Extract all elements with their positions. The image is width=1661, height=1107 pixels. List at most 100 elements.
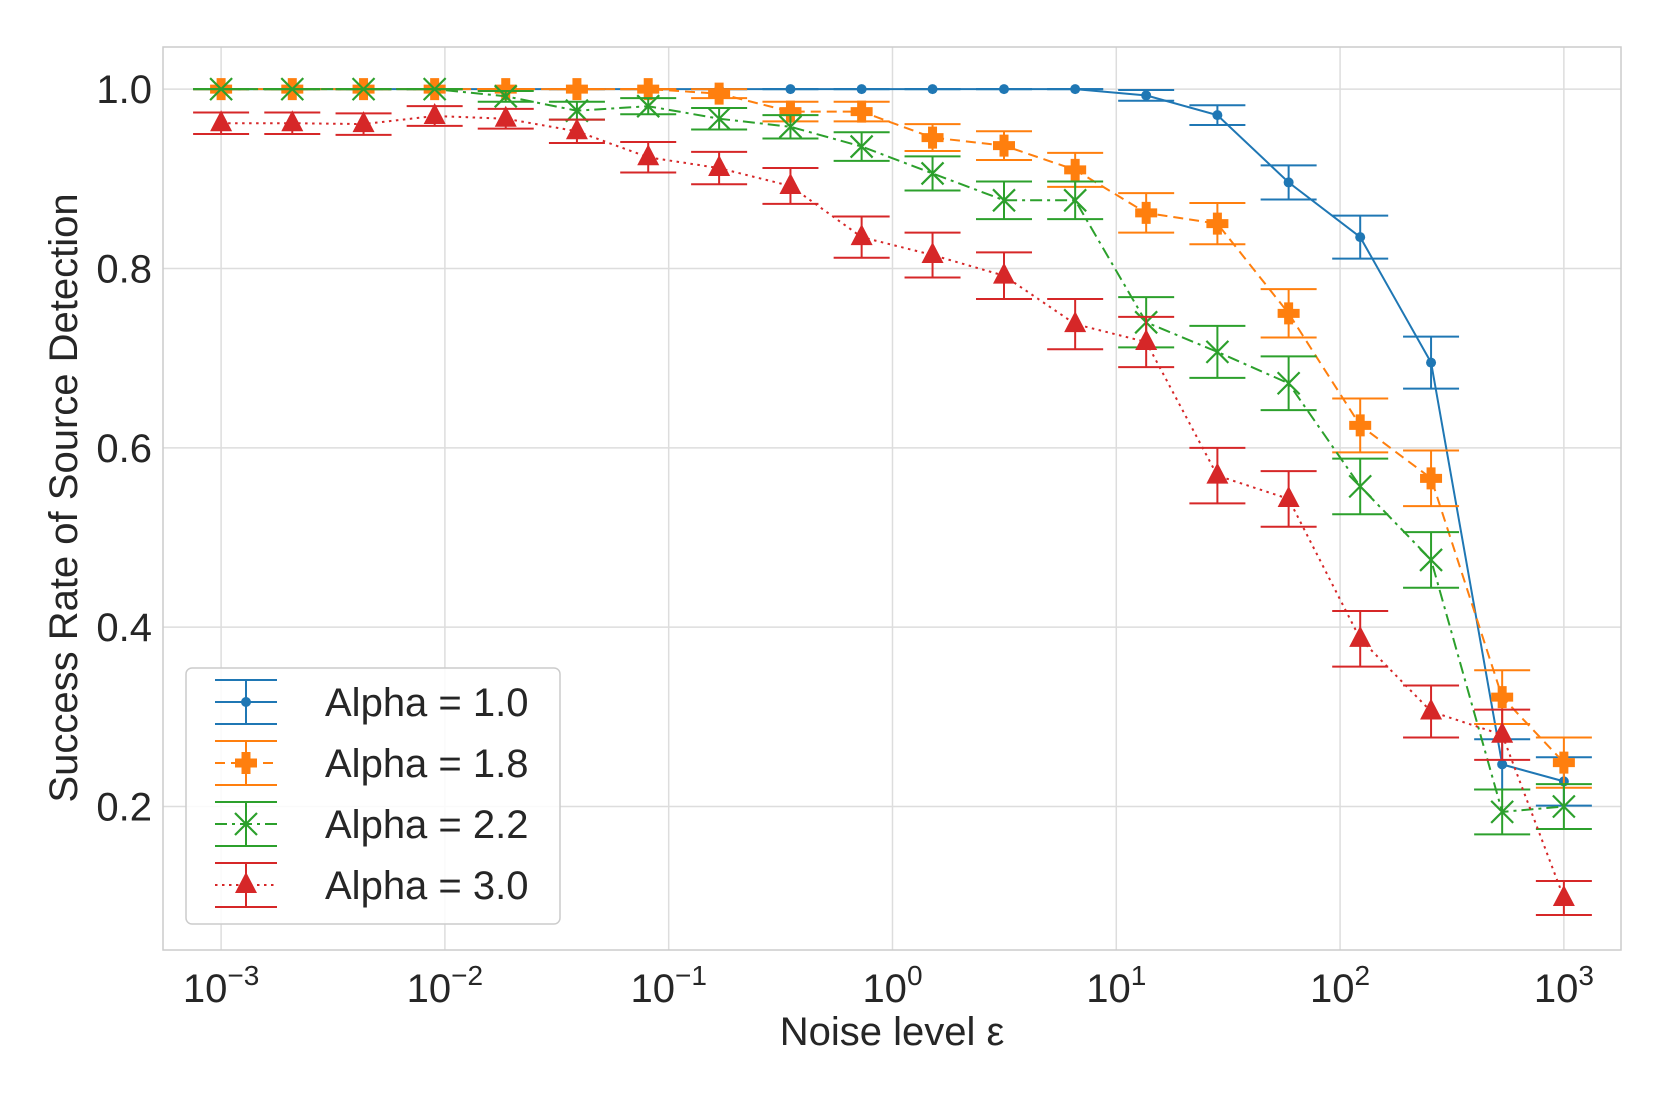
data-point (1141, 90, 1152, 101)
data-point (565, 98, 589, 123)
legend-frame (185, 667, 561, 925)
y-tick-label: 0.2 (96, 786, 152, 830)
data-point (785, 84, 796, 95)
data-point (1552, 794, 1576, 819)
y-tick-label: 0.8 (96, 247, 152, 291)
data-point (1277, 485, 1300, 507)
data-point (422, 77, 447, 101)
data-point (708, 82, 731, 105)
plot-frame (162, 46, 1622, 951)
data-point (999, 84, 1010, 95)
legend-marker (234, 812, 258, 836)
data-point (1355, 232, 1366, 243)
legend-label: Alpha = 3.0 (325, 864, 529, 908)
data-point (1205, 340, 1230, 364)
data-point (1135, 201, 1158, 224)
y-tick-label: 1.0 (96, 68, 152, 112)
x-tick-label: 10−3 (183, 960, 259, 1011)
data-point (565, 78, 588, 101)
data-point (1420, 467, 1443, 490)
x-tick-base: 10 (183, 967, 228, 1011)
x-tick-label: 102 (1310, 960, 1370, 1011)
legend-entry: Alpha = 3.0 (215, 862, 529, 908)
data-point (779, 100, 802, 123)
legend-entry: Alpha = 2.2 (215, 801, 529, 847)
data-point (1276, 371, 1301, 396)
x-tick-base: 10 (862, 967, 907, 1011)
data-point (1348, 474, 1372, 499)
legend-label: Alpha = 1.0 (325, 681, 529, 725)
series-line (221, 114, 1565, 899)
data-point (352, 111, 375, 133)
data-point (779, 172, 802, 194)
data-point (210, 110, 233, 132)
data-point (1277, 302, 1300, 325)
data-point (494, 78, 517, 101)
legend-entry: Alpha = 1.0 (215, 679, 529, 725)
x-tick-exponent: 1 (1131, 960, 1147, 991)
data-point (1426, 357, 1437, 368)
data-point (1070, 84, 1081, 95)
x-tick-base: 10 (1534, 967, 1579, 1011)
data-point (637, 144, 660, 166)
data-point (1491, 686, 1514, 709)
y-tick-label: 0.6 (96, 427, 152, 471)
data-point (1552, 884, 1575, 906)
legend-marker (235, 752, 257, 774)
x-tick-base: 10 (1310, 967, 1355, 1011)
data-point (920, 161, 945, 186)
legend-entries: Alpha = 1.0 Alpha = 1.8 Alpha = 2.2 Alpha =… (215, 679, 529, 908)
data-point (993, 262, 1016, 284)
x-tick-base: 10 (407, 967, 452, 1011)
legend: Alpha = 1.0 Alpha = 1.8 Alpha = 2.2 Alpha =… (185, 667, 561, 925)
legend-label: Alpha = 1.8 (325, 742, 529, 786)
data-point (1135, 329, 1158, 351)
x-tick-exponent: −1 (675, 960, 707, 991)
data-point (1552, 751, 1575, 774)
data-point (921, 242, 944, 264)
data-point (1491, 721, 1514, 743)
x-tick-exponent: 2 (1355, 960, 1371, 991)
data-point (1206, 462, 1229, 484)
series-group (193, 77, 1592, 917)
data-point (209, 77, 233, 101)
data-point (281, 110, 304, 132)
x-tick-exponent: −2 (451, 960, 483, 991)
data-point (992, 188, 1016, 213)
x-tick-label: 10−2 (407, 960, 483, 1011)
x-tick-exponent: 0 (907, 960, 923, 991)
data-point (707, 106, 731, 131)
x-tick-label: 101 (1086, 960, 1146, 1011)
data-point (494, 105, 517, 127)
data-point (1420, 698, 1443, 720)
data-point (565, 118, 588, 140)
y-axis-label: Success Rate of Source Detection (42, 193, 86, 802)
x-tick-label: 10−1 (630, 960, 706, 1011)
data-point (636, 94, 660, 118)
legend-marker (235, 872, 257, 893)
series-3 (193, 77, 1592, 836)
data-point (778, 115, 803, 139)
y-tick-label: 0.4 (96, 606, 152, 650)
data-point (351, 77, 376, 101)
x-tick-label: 103 (1534, 960, 1594, 1011)
data-point (708, 155, 731, 177)
data-point (856, 84, 867, 95)
y-axis-ticks: 0.2 0.4 0.6 0.8 1.0 (96, 68, 152, 829)
data-point (850, 224, 873, 246)
x-axis-ticks: 10−3 10−2 10−1 100 101 102 103 (183, 960, 1594, 1011)
data-point (1212, 110, 1223, 121)
series-4 (193, 103, 1592, 917)
data-point (1063, 188, 1087, 213)
data-point (280, 77, 305, 101)
data-point (1419, 548, 1443, 572)
x-axis-label: Noise level ε (780, 1010, 1005, 1054)
data-point (850, 100, 873, 123)
data-point (1283, 177, 1294, 188)
x-tick-base: 10 (1086, 967, 1131, 1011)
data-point (1064, 311, 1087, 333)
data-point (993, 134, 1016, 157)
data-point (849, 134, 874, 159)
legend-marker (241, 697, 251, 707)
